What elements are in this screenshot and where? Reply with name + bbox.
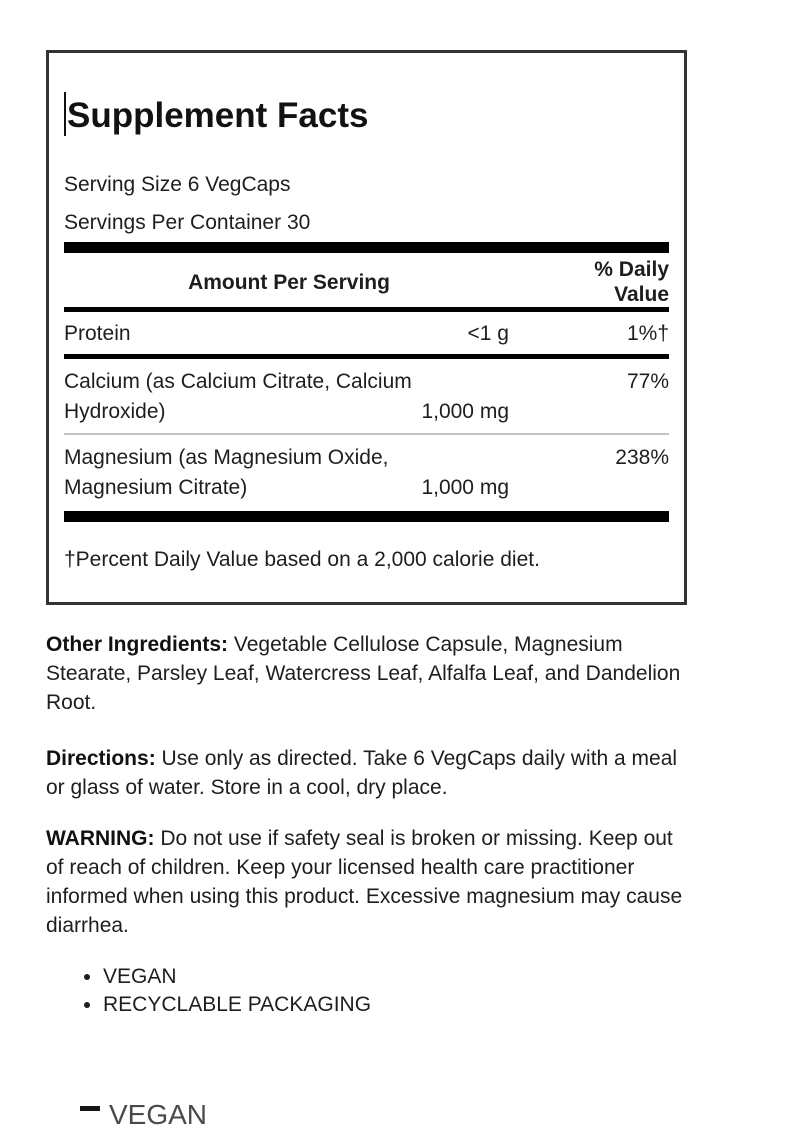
feature-list: VEGAN RECYCLABLE PACKAGING <box>46 963 696 1019</box>
table-row-calcium: Calcium (as Calcium Citrate, Calcium 77%… <box>64 359 669 433</box>
nutrient-amount: <1 g <box>467 322 509 345</box>
panel-title-row: Supplement Facts <box>64 92 669 136</box>
nutrient-name-line2: Hydroxide) <box>64 400 166 423</box>
directions-label: Directions: <box>46 747 156 770</box>
nutrient-amount: 1,000 mg <box>421 476 509 499</box>
divider-thin <box>64 433 669 435</box>
serving-info: Serving Size 6 VegCaps Servings Per Cont… <box>64 166 669 242</box>
nutrient-name: Protein <box>64 322 131 345</box>
nutrient-name-line1: Calcium (as Calcium Citrate, Calcium <box>64 370 412 393</box>
nutrient-daily-value: 238% <box>615 446 669 469</box>
text-cursor-caret <box>64 92 66 136</box>
label-text-sections: Other Ingredients: Vegetable Cellulose C… <box>46 605 696 1019</box>
table-row-protein: Protein <1 g 1%† <box>64 312 669 354</box>
nutrient-amount: 1,000 mg <box>421 400 509 423</box>
clipped-bottom-text: VEGAN <box>109 1099 208 1130</box>
nutrient-daily-value: 1%† <box>626 322 669 345</box>
nutrient-name-line2: Magnesium Citrate) <box>64 476 248 499</box>
header-daily-value-line1: % Daily <box>594 258 669 281</box>
nutrient-name-line1: Magnesium (as Magnesium Oxide, <box>64 446 389 469</box>
header-amount-per-serving: Amount Per Serving <box>188 270 390 294</box>
directions-paragraph: Directions: Use only as directed. Take 6… <box>46 744 696 802</box>
warning-paragraph: WARNING: Do not use if safety seal is br… <box>46 824 696 940</box>
directions-text: Use only as directed. Take 6 VegCaps dai… <box>46 747 678 799</box>
nutrient-daily-value: 77% <box>626 370 669 393</box>
header-daily-value: % Daily Value <box>514 257 669 307</box>
table-row-magnesium: Magnesium (as Magnesium Oxide, 238% Magn… <box>64 435 669 511</box>
other-ingredients-label: Other Ingredients: <box>46 633 229 656</box>
feature-item-vegan: VEGAN <box>103 963 696 991</box>
warning-text: Do not use if safety seal is broken or m… <box>46 827 683 937</box>
table-header-row: Amount Per Serving % Daily Value <box>64 253 669 307</box>
divider-medium-1 <box>64 307 669 312</box>
clipped-bottom-list-item: VEGAN <box>80 1101 207 1129</box>
divider-medium-2 <box>64 354 669 359</box>
warning-label: WARNING: <box>46 827 155 850</box>
bullet-dash-icon <box>80 1106 100 1111</box>
supplement-facts-panel: Supplement Facts Serving Size 6 VegCaps … <box>46 50 687 605</box>
header-daily-value-line2: Value <box>614 283 669 306</box>
divider-thick-bottom <box>64 511 669 522</box>
panel-title: Supplement Facts <box>67 96 369 135</box>
feature-item-recyclable-packaging: RECYCLABLE PACKAGING <box>103 991 696 1019</box>
servings-per-container: Servings Per Container 30 <box>64 211 311 234</box>
daily-value-footnote: †Percent Daily Value based on a 2,000 ca… <box>64 548 540 571</box>
other-ingredients-paragraph: Other Ingredients: Vegetable Cellulose C… <box>46 630 696 717</box>
serving-size: Serving Size 6 VegCaps <box>64 173 291 196</box>
other-ingredients-text: Vegetable Cellulose Capsule, Magnesium S… <box>46 633 681 714</box>
divider-thick-top <box>64 242 669 253</box>
